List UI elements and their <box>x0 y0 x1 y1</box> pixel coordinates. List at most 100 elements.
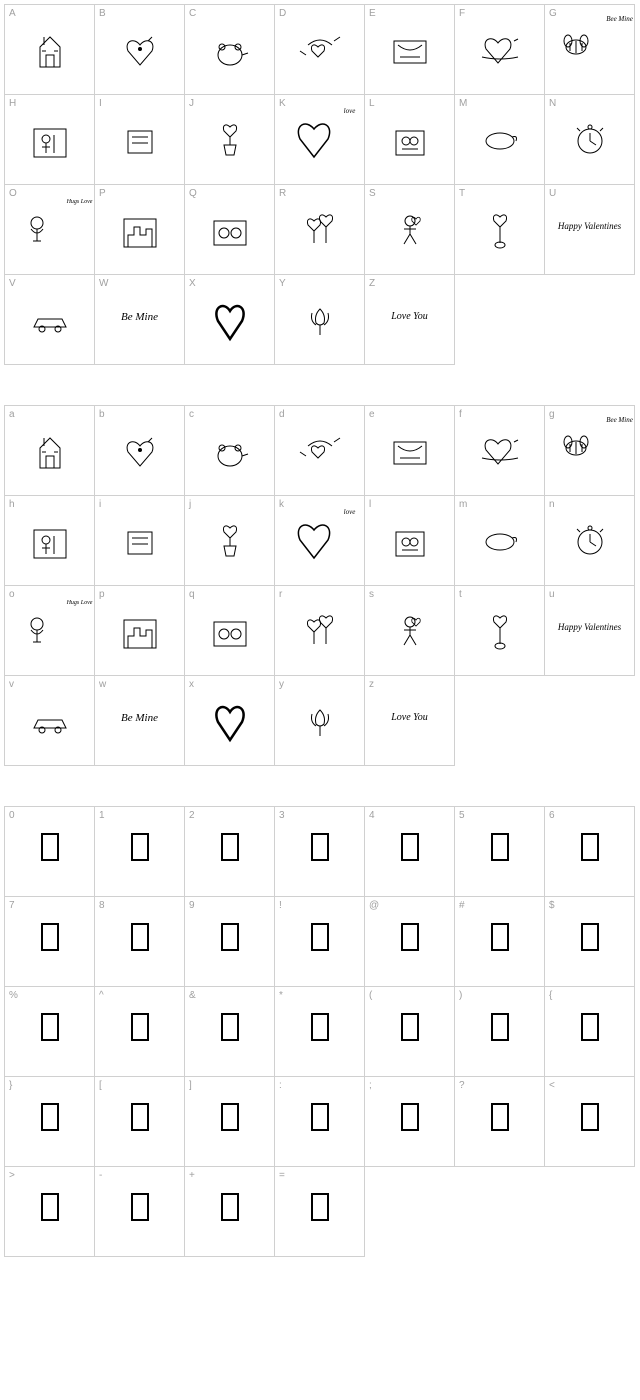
character-cell: [ <box>95 1077 185 1167</box>
glyph-heart-dot-icon <box>95 424 184 495</box>
character-cell: { <box>545 987 635 1077</box>
character-cell: j <box>185 496 275 586</box>
cell-label: R <box>279 188 286 199</box>
glyph-frame-bears-icon <box>185 203 274 274</box>
glyph-heart-love-icon: love <box>275 514 364 585</box>
character-cell: L <box>365 95 455 185</box>
glyph-missing-icon <box>455 1095 544 1166</box>
grid-row: 789!@#$ <box>5 897 635 987</box>
cell-label: ? <box>459 1080 465 1091</box>
cell-label: y <box>279 679 284 690</box>
glyph-bee-mine-icon: Bee Mine <box>545 23 634 94</box>
cell-label: M <box>459 98 467 109</box>
missing-glyph-icon <box>491 923 509 951</box>
glyph-missing-icon <box>455 825 544 896</box>
missing-glyph-icon <box>401 1013 419 1041</box>
missing-glyph-icon <box>491 1013 509 1041</box>
glyph-tulip-icon <box>275 293 364 364</box>
grid-row: vwBe MinexyzLove You <box>5 676 635 766</box>
grid-row: 0123456 <box>5 807 635 897</box>
be-mine-text: Be Mine <box>121 698 158 724</box>
cell-label: < <box>549 1080 555 1091</box>
glyph-missing-icon <box>275 825 364 896</box>
cell-label: > <box>9 1170 15 1181</box>
cell-label: P <box>99 188 106 199</box>
character-cell: l <box>365 496 455 586</box>
cell-label: A <box>9 8 16 19</box>
character-cell: 6 <box>545 807 635 897</box>
missing-glyph-icon <box>581 1103 599 1131</box>
cell-label: ^ <box>99 990 104 1001</box>
character-cell: y <box>275 676 365 766</box>
character-cell: ? <box>455 1077 545 1167</box>
cell-label: 0 <box>9 810 15 821</box>
glyph-missing-icon <box>275 1005 364 1076</box>
cell-label: % <box>9 990 18 1001</box>
missing-glyph-icon <box>41 923 59 951</box>
character-cell: gBee Mine <box>545 406 635 496</box>
cell-label: h <box>9 499 15 510</box>
character-cell: P <box>95 185 185 275</box>
cell-label: p <box>99 589 105 600</box>
character-cell: v <box>5 676 95 766</box>
cell-label: H <box>9 98 16 109</box>
cell-label: 9 <box>189 900 195 911</box>
character-cell: B <box>95 5 185 95</box>
glyph-clock-icon <box>545 514 634 585</box>
missing-glyph-icon <box>401 1103 419 1131</box>
character-cell: ] <box>185 1077 275 1167</box>
grid-row: HIJKloveLMN <box>5 95 635 185</box>
glyph-cupid-icon <box>275 424 364 495</box>
glyph-balloon-hearts-icon <box>275 604 364 675</box>
grid-row: abcdefgBee Mine <box>5 406 635 496</box>
glyph-heart-dot-icon <box>95 23 184 94</box>
cell-label: L <box>369 98 375 109</box>
character-cell: $ <box>545 897 635 987</box>
character-cell: R <box>275 185 365 275</box>
missing-glyph-icon <box>41 1103 59 1131</box>
glyph-frame-small-icon <box>95 514 184 585</box>
character-cell: 2 <box>185 807 275 897</box>
cell-label: s <box>369 589 374 600</box>
character-cell: S <box>365 185 455 275</box>
glyph-house-icon <box>5 424 94 495</box>
grid-row: >-+= <box>5 1167 635 1257</box>
missing-glyph-icon <box>131 1013 149 1041</box>
cell-label: x <box>189 679 194 690</box>
cell-label: E <box>369 8 376 19</box>
character-cell: uHappy Valentines <box>545 586 635 676</box>
glyph-missing-icon <box>185 1095 274 1166</box>
character-cell: X <box>185 275 275 365</box>
character-cell: e <box>365 406 455 496</box>
glyph-missing-icon <box>95 825 184 896</box>
character-cell: x <box>185 676 275 766</box>
missing-glyph-icon <box>131 923 149 951</box>
cell-label: z <box>369 679 374 690</box>
missing-glyph-icon <box>581 833 599 861</box>
glyph-cupid-icon <box>275 23 364 94</box>
cell-label: [ <box>99 1080 102 1091</box>
cell-label: + <box>189 1170 195 1181</box>
missing-glyph-icon <box>311 923 329 951</box>
missing-glyph-icon <box>311 1013 329 1041</box>
cell-label: m <box>459 499 467 510</box>
cell-label: ; <box>369 1080 372 1091</box>
cell-label: Y <box>279 278 286 289</box>
cell-label: 2 <box>189 810 195 821</box>
missing-glyph-icon <box>581 1013 599 1041</box>
cell-label: K <box>279 98 286 109</box>
character-cell: A <box>5 5 95 95</box>
cell-label: n <box>549 499 555 510</box>
glyph-frame-bears-icon <box>185 604 274 675</box>
cell-label: @ <box>369 900 379 911</box>
character-cell: E <box>365 5 455 95</box>
glyph-missing-icon <box>545 825 634 896</box>
character-cell: Q <box>185 185 275 275</box>
cell-label: 8 <box>99 900 105 911</box>
cell-label: Q <box>189 188 197 199</box>
cell-label: d <box>279 409 285 420</box>
glyph-heart-outline-icon <box>185 694 274 765</box>
character-cell: a <box>5 406 95 496</box>
missing-glyph-icon <box>41 1193 59 1221</box>
glyph-cloud-text-icon <box>455 113 544 184</box>
